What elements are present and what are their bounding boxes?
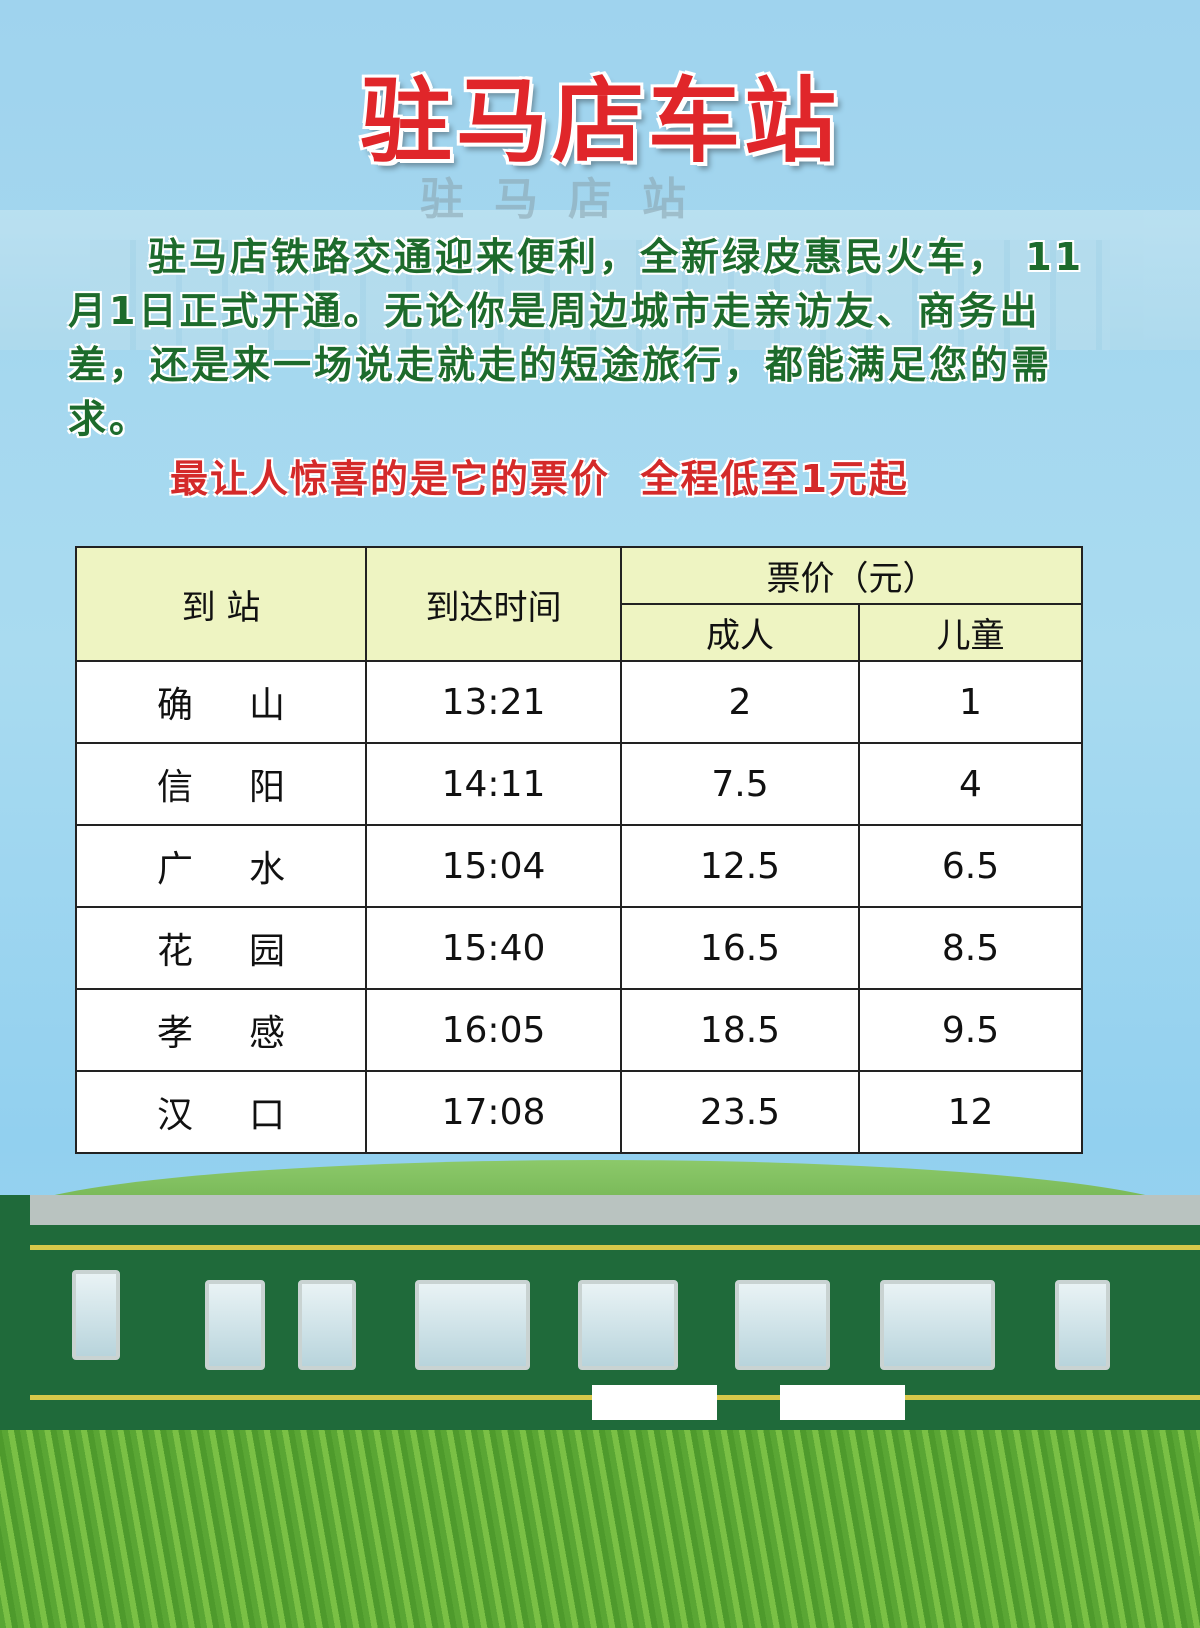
header-arrival: 到达时间 — [365, 546, 622, 662]
cell-adult: 2 — [620, 660, 860, 744]
cell-child: 9.5 — [858, 988, 1083, 1072]
green-train — [0, 1195, 1200, 1445]
cell-adult: 7.5 — [620, 742, 860, 826]
fare-table: 到 站 到达时间 票价（元） 成人 儿童 确山 13:21 2 1 信阳 14:11 7.5… — [75, 546, 1083, 1154]
cell-child: 4 — [858, 742, 1083, 826]
station-building-background — [0, 210, 1200, 350]
table-row: 确山 13:21 2 1 — [75, 660, 1083, 744]
header-station: 到 站 — [75, 546, 367, 662]
cell-adult: 16.5 — [620, 906, 860, 990]
intro-paragraph: 驻马店铁路交通迎来便利，全新绿皮惠民火车， 11月1日正式开通。无论你是周边城市… — [68, 235, 1085, 441]
cell-station: 信阳 — [75, 742, 367, 826]
cell-time: 13:21 — [365, 660, 622, 744]
cell-child: 6.5 — [858, 824, 1083, 908]
poster-title: 驻马店车站 — [359, 68, 840, 175]
cell-time: 16:05 — [365, 988, 622, 1072]
header-price: 票价（元） — [620, 546, 1083, 605]
cell-child: 8.5 — [858, 906, 1083, 990]
table-row: 汉口 17:08 23.5 12 — [75, 1070, 1083, 1154]
cell-time: 15:40 — [365, 906, 622, 990]
cell-station: 孝感 — [75, 988, 367, 1072]
cell-child: 12 — [858, 1070, 1083, 1154]
building-sign: 驻马店站 — [420, 174, 716, 225]
cell-adult: 18.5 — [620, 988, 860, 1072]
cell-station: 广水 — [75, 824, 367, 908]
cell-adult: 12.5 — [620, 824, 860, 908]
cell-station: 汉口 — [75, 1070, 367, 1154]
cell-station: 花园 — [75, 906, 367, 990]
header-adult: 成人 — [620, 603, 860, 662]
table-row: 广水 15:04 12.5 6.5 — [75, 824, 1083, 908]
table-row: 信阳 14:11 7.5 4 — [75, 742, 1083, 826]
cell-station: 确山 — [75, 660, 367, 744]
wheat-field — [0, 1430, 1200, 1628]
cell-time: 14:11 — [365, 742, 622, 826]
cell-child: 1 — [858, 660, 1083, 744]
table-row: 花园 15:40 16.5 8.5 — [75, 906, 1083, 990]
cell-time: 17:08 — [365, 1070, 622, 1154]
cell-time: 15:04 — [365, 824, 622, 908]
price-promo: 最让人惊喜的是它的票价 全程低至1元起 — [170, 457, 909, 501]
table-row: 孝感 16:05 18.5 9.5 — [75, 988, 1083, 1072]
cell-adult: 23.5 — [620, 1070, 860, 1154]
train-scene — [0, 1160, 1200, 1628]
header-child: 儿童 — [858, 603, 1083, 662]
